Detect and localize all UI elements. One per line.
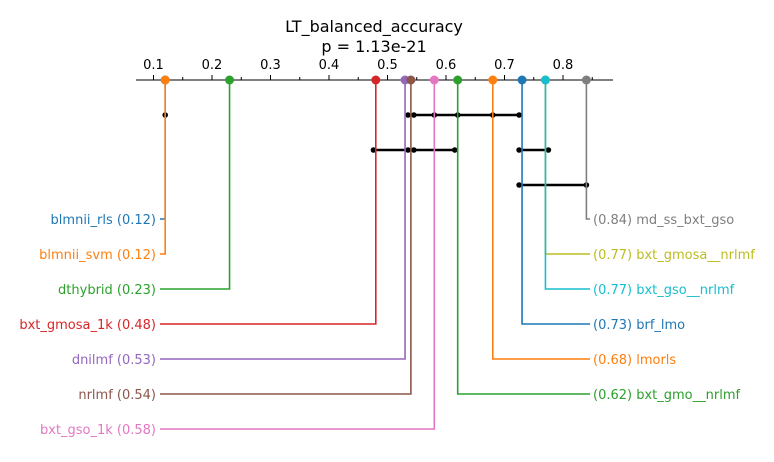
connector-dthybrid (160, 80, 231, 290)
connector-blmnii_svm (160, 80, 166, 255)
axis-tick-label: 0.8 (553, 58, 574, 73)
axis-tick-label: 0.5 (377, 58, 398, 73)
connector-brf_lmo (521, 80, 590, 325)
method-label-brf_lmo: (0.73) brf_lmo (593, 318, 685, 333)
clique-member-dot (411, 147, 417, 153)
axis-tick-label: 0.2 (202, 58, 223, 73)
rank-marker-bxt_gmosa_1k (371, 75, 381, 85)
chart-subtitle: p = 1.13e-21 (321, 37, 426, 56)
axis: 0.1 0.2 0.3 0.4 0.5 0.6 0.7 0.8 (135, 58, 613, 81)
axis-tick-label: 0.1 (143, 58, 164, 73)
clique-member-dot (516, 182, 522, 188)
method-label-nrlmf: nrlmf (0.54) (78, 388, 156, 403)
clique-member-dot (411, 112, 417, 118)
method-label-md_ss_bxt_gso: (0.84) md_ss_bxt_gso (593, 213, 734, 228)
clique-member-dot (545, 147, 552, 153)
clique-member-dot (451, 147, 458, 153)
connector-bxt_gso_1k (160, 80, 436, 430)
connector-bxt_gmosa_1k (160, 80, 377, 325)
clique-bars (162, 112, 590, 188)
axis-tick-label: 0.6 (436, 58, 457, 73)
method-label-blmnii_svm: blmnii_svm (0.12) (39, 248, 156, 263)
rank-marker-bxt_gso_1k (429, 75, 439, 85)
rank-marker-blmnii_svm (160, 75, 170, 85)
rank-marker-dthybrid (225, 75, 235, 85)
method-label-blmnii_rls: blmnii_rls (0.12) (51, 213, 156, 228)
method-label-dthybrid: dthybrid (0.23) (58, 283, 156, 298)
clique-member-dot (516, 147, 522, 153)
method-labels: blmnii_rls (0.12) blmnii_svm (0.12) dthybr… (19, 213, 755, 438)
connector-bxt_gmo__nrlmf (456, 80, 590, 395)
rank-marker-brf_lmo (517, 75, 527, 85)
method-label-bxt_gmo__nrlmf: (0.62) bxt_gmo__nrlmf (593, 388, 740, 403)
axis-tick-label: 0.7 (494, 58, 515, 73)
rank-marker-md_ss_bxt_gso (581, 75, 591, 85)
method-label-bxt_gso_1k: bxt_gso_1k (0.58) (40, 423, 156, 438)
connector-bxt_gso__nrlmf (544, 80, 590, 290)
method-label-lmorls: (0.68) lmorls (593, 353, 676, 368)
method-connectors (160, 80, 590, 430)
method-label-bxt_gso__nrlmf: (0.77) bxt_gso__nrlmf (593, 283, 735, 298)
axis-tick-label: 0.3 (260, 58, 281, 73)
clique-member-dot (405, 147, 411, 153)
chart-title: LT_balanced_accuracy (285, 17, 463, 37)
rank-marker-nrlmf (406, 75, 416, 85)
axis-tick-label: 0.4 (319, 58, 340, 73)
clique-member-dot (516, 112, 522, 118)
method-label-dnilmf: dnilmf (0.53) (72, 353, 156, 368)
connector-nrlmf (160, 80, 412, 395)
rank-marker-bxt_gmo__nrlmf (453, 75, 463, 85)
rank-markers (160, 75, 591, 85)
rank-marker-lmorls (488, 75, 498, 85)
clique-member-dot (370, 147, 377, 153)
connector-lmorls (492, 80, 590, 360)
method-label-bxt_gmosa__nrlmf: (0.77) bxt_gmosa__nrlmf (593, 248, 755, 263)
method-label-bxt_gmosa_1k: bxt_gmosa_1k (0.48) (19, 318, 156, 333)
clique-member-dot (405, 112, 411, 118)
connector-md_ss_bxt_gso (585, 80, 590, 220)
connector-dnilmf (160, 80, 406, 360)
connector-bxt_gmosa__nrlmf (544, 80, 590, 255)
rank-marker-bxt_gso__nrlmf (540, 75, 550, 85)
